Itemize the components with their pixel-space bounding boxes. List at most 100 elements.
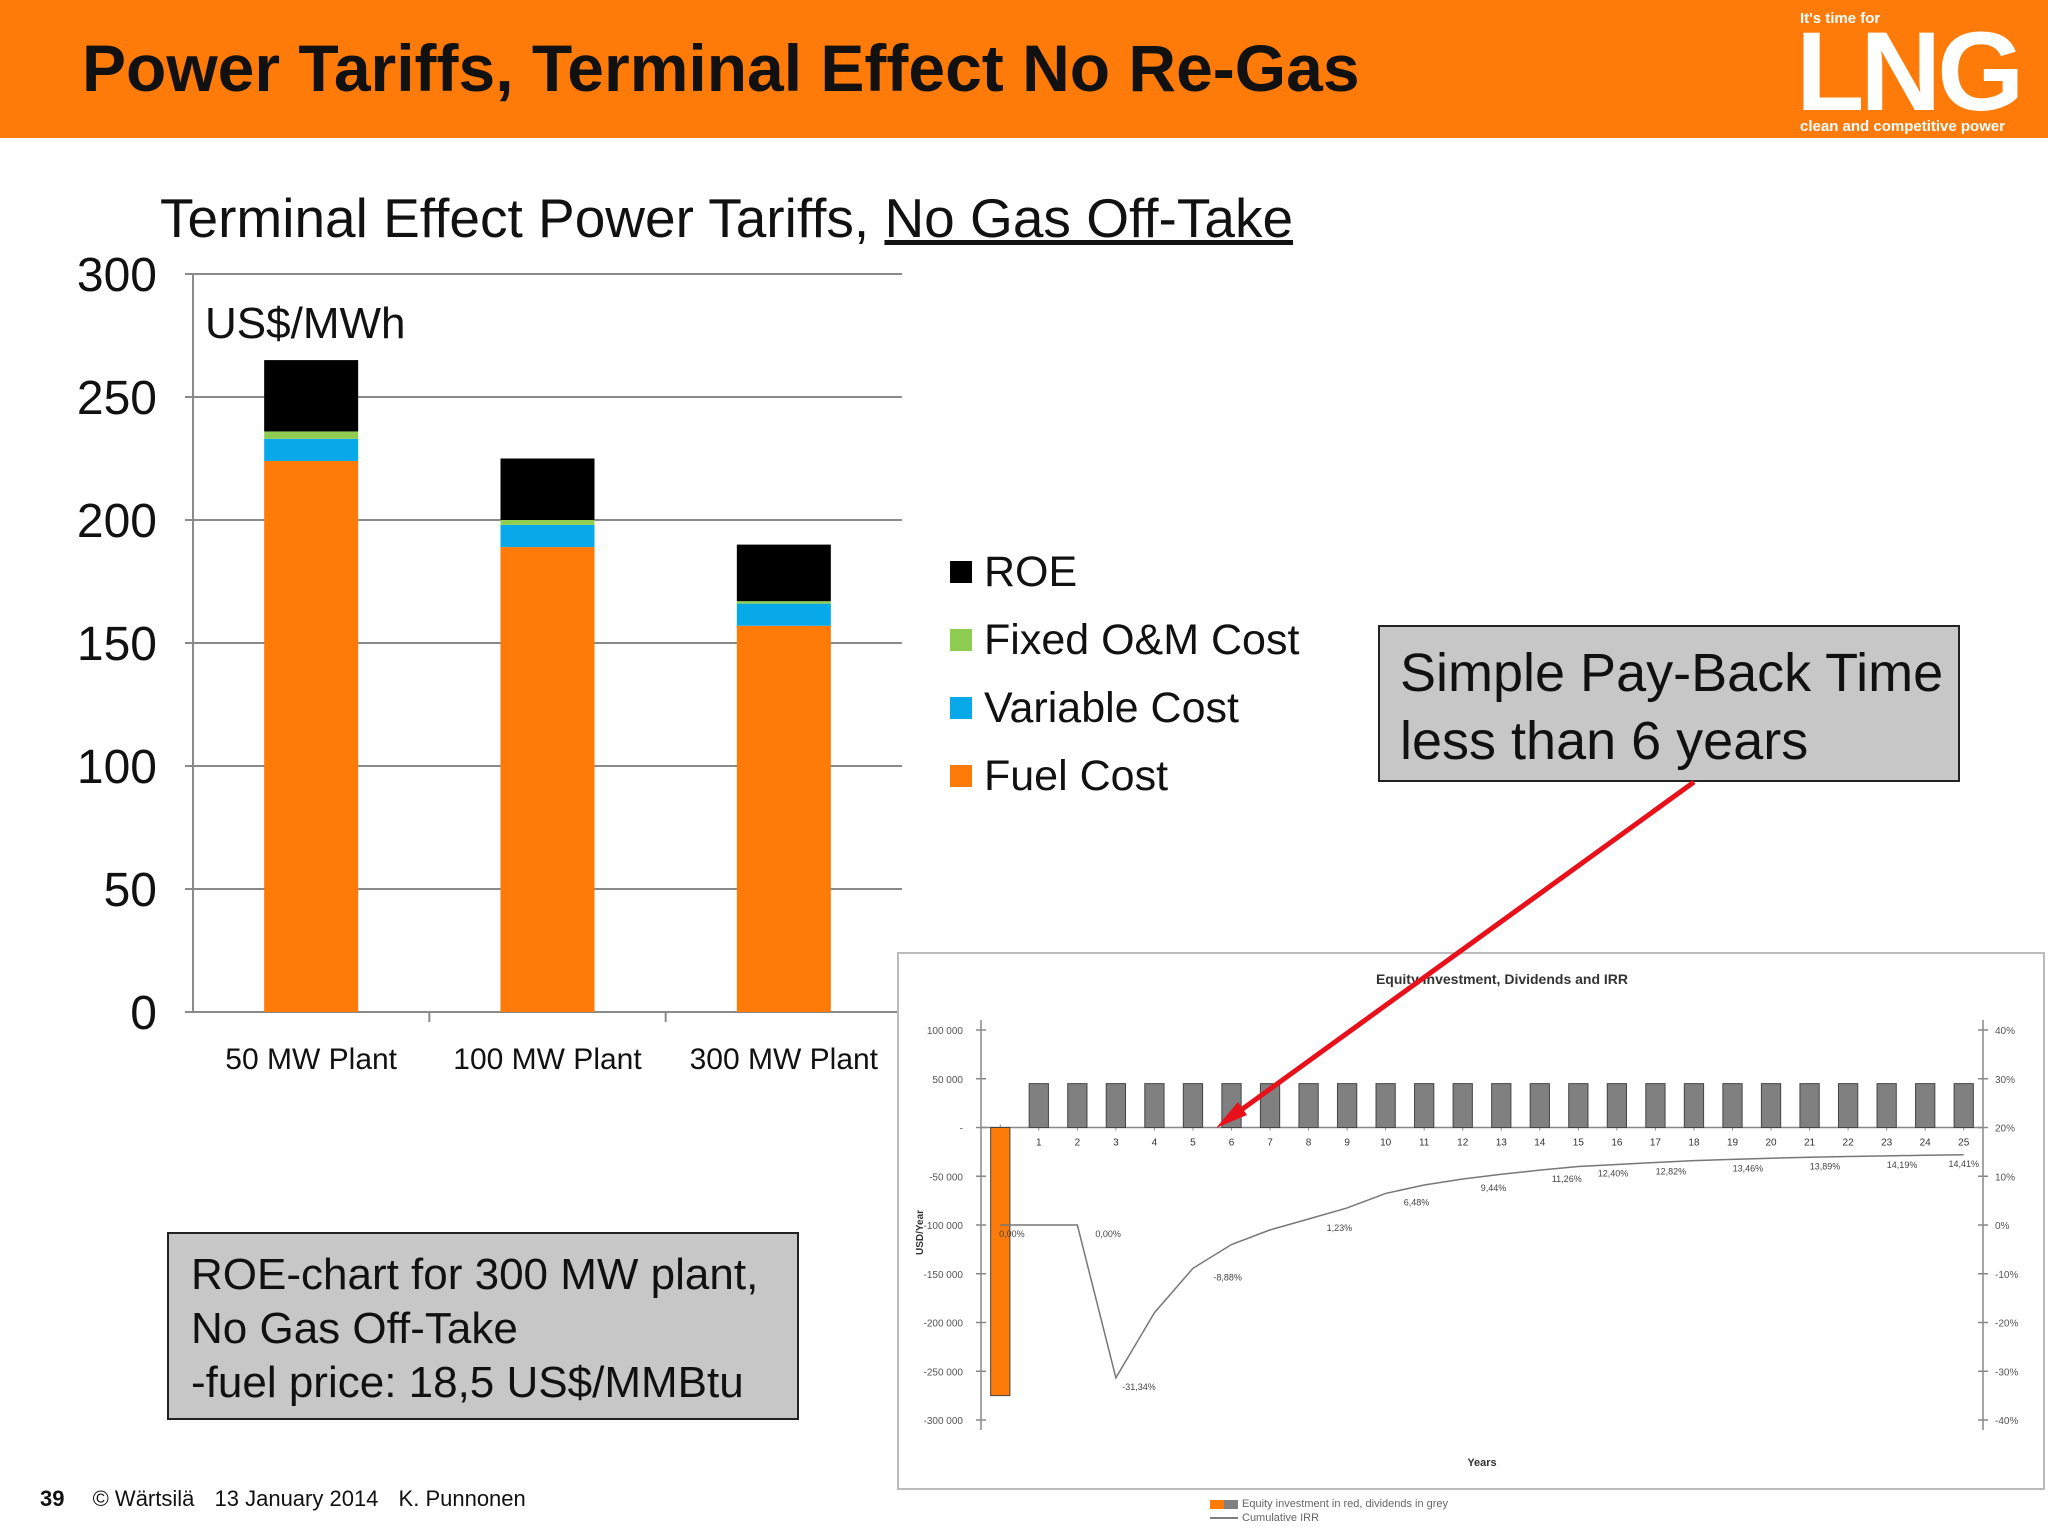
inset-y2-tick-label: -20%: [1995, 1319, 2018, 1330]
dividend-bar: [1067, 1083, 1088, 1128]
legend-label: Variable Cost: [984, 683, 1239, 732]
footer-date: 13 January 2014: [214, 1486, 379, 1511]
inset-x-tick-label: 8: [1306, 1138, 1312, 1149]
dividend-bar: [1414, 1083, 1435, 1128]
bar-segment: [264, 460, 359, 1013]
inset-title: Equity Investment, Dividends and IRR: [1376, 971, 1628, 987]
chart-title: Terminal Effect Power Tariffs, No Gas Of…: [160, 186, 1293, 250]
legend-label: Fuel Cost: [984, 751, 1169, 800]
bar-segment: [264, 438, 359, 461]
irr-data-label: -8,88%: [1213, 1272, 1242, 1282]
y-axis-unit: US$/MWh: [205, 299, 405, 348]
inset-x-tick-label: 17: [1650, 1138, 1662, 1149]
y-tick-label: 200: [77, 495, 157, 548]
footer-copyright: © Wärtsilä: [92, 1486, 195, 1511]
dividend-bar: [1298, 1083, 1319, 1128]
inset-x-tick-label: 25: [1958, 1138, 1970, 1149]
x-tick-label: 50 MW Plant: [225, 1043, 397, 1076]
roe-callout: ROE-chart for 300 MW plant, No Gas Off-T…: [167, 1232, 799, 1420]
inset-y-tick-label: 100 000: [927, 1026, 964, 1037]
inset-x-tick-label: 18: [1688, 1138, 1700, 1149]
inset-x-tick-label: 15: [1573, 1138, 1585, 1149]
payback-callout: Simple Pay-Back Time less than 6 years: [1378, 625, 1960, 782]
irr-data-label: 0,00%: [1095, 1229, 1121, 1239]
inset-x-tick-label: 3: [1113, 1138, 1119, 1149]
inset-y-tick-label: -50 000: [929, 1172, 963, 1183]
bar-segment: [736, 625, 831, 1012]
bar-segment: [500, 458, 595, 520]
dividend-bar: [1336, 1083, 1358, 1128]
irr-data-label: 14,19%: [1887, 1160, 1918, 1170]
bar-segment: [500, 524, 595, 548]
dividend-bar: [1375, 1083, 1396, 1128]
dividend-bar: [1491, 1083, 1512, 1128]
irr-data-label: 11,26%: [1552, 1174, 1582, 1184]
inset-legend-bars: Equity investment in red, dividends in g…: [1210, 1497, 1448, 1511]
dividend-bar: [1028, 1083, 1049, 1128]
dividend-bar: [1529, 1083, 1550, 1128]
legend-item: Fixed O&M Cost: [950, 606, 1299, 674]
irr-data-label: 6,48%: [1404, 1197, 1430, 1207]
y-tick-label: 100: [77, 741, 157, 794]
legend-swatch: [950, 629, 972, 651]
logo-subline: clean and competitive power: [1800, 118, 2006, 135]
inset-x-tick-label: 24: [1920, 1138, 1932, 1149]
dividend-bar: [1144, 1083, 1165, 1128]
inset-x-tick-label: 9: [1344, 1138, 1350, 1149]
inset-x-tick-label: 6: [1229, 1138, 1235, 1149]
inset-x-tick-label: 5: [1190, 1138, 1196, 1149]
legend-label: ROE: [984, 547, 1078, 596]
inset-y2-tick-label: 20%: [1995, 1124, 2015, 1135]
chart-legend: ROE Fixed O&M Cost Variable Cost Fuel Cost: [950, 538, 1299, 810]
header-bar: Power Tariffs, Terminal Effect No Re-Gas…: [0, 0, 2048, 138]
dividend-bar: [1915, 1083, 1936, 1128]
inset-x-tick-label: 14: [1534, 1138, 1546, 1149]
irr-data-label: 12,82%: [1656, 1167, 1687, 1177]
inset-legend-swatch: [1210, 1499, 1238, 1509]
inset-legend-line-swatch: [1210, 1517, 1238, 1519]
dividend-bar: [1452, 1083, 1473, 1128]
inset-x-tick-label: 16: [1611, 1138, 1623, 1149]
inset-legend-bars-label: Equity investment in red, dividends in g…: [1242, 1498, 1449, 1510]
inset-x-tick-label: 13: [1496, 1138, 1508, 1149]
inset-y-tick-label: -150 000: [924, 1270, 964, 1281]
bar-segment: [500, 547, 595, 1012]
irr-line: [1000, 1154, 1964, 1380]
inset-y-tick-label: -300 000: [924, 1416, 964, 1427]
legend-item: Variable Cost: [950, 674, 1299, 742]
legend-swatch: [950, 765, 972, 787]
roe-inset-chart: Equity Investment, Dividends and IRR 100 …: [897, 952, 2045, 1490]
inset-x-tick-label: 1: [1036, 1138, 1042, 1149]
page-number: 39: [40, 1486, 65, 1511]
y-tick-label: 0: [130, 987, 157, 1040]
inset-y-tick-label: -250 000: [924, 1367, 964, 1378]
legend-item: Fuel Cost: [950, 742, 1299, 810]
payback-line-2: less than 6 years: [1400, 711, 1809, 771]
logo-wordmark: LNG: [1796, 9, 2024, 134]
inset-x-tick-label: 11: [1419, 1138, 1430, 1149]
y-tick-label: 250: [77, 372, 157, 425]
equity-bar: [990, 1127, 1011, 1397]
footer-author: K. Punnonen: [398, 1486, 526, 1511]
inset-x-tick-label: 10: [1380, 1138, 1392, 1149]
inset-y2-tick-label: 30%: [1995, 1075, 2015, 1086]
inset-x-tick-label: 7: [1267, 1138, 1273, 1149]
inset-x-tick-label: 19: [1727, 1138, 1739, 1149]
irr-data-label: 0,00%: [999, 1229, 1025, 1239]
inset-x-tick-label: 12: [1457, 1138, 1469, 1149]
roe-callout-line-2: No Gas Off-Take: [191, 1304, 518, 1353]
chart-title-main: Terminal Effect Power Tariffs,: [160, 187, 885, 249]
inset-legend: Equity investment in red, dividends in g…: [1210, 1497, 1448, 1525]
inset-y2-tick-label: 0%: [1995, 1221, 2010, 1232]
inset-y2-tick-label: 40%: [1995, 1026, 2015, 1037]
bar-segment: [500, 520, 595, 525]
inset-y-tick-label: -200 000: [924, 1319, 964, 1330]
bar-segment: [736, 544, 831, 602]
irr-data-label: 12,40%: [1598, 1169, 1629, 1179]
payback-line-1: Simple Pay-Back Time: [1400, 643, 1944, 703]
inset-x-tick-label: 20: [1765, 1138, 1777, 1149]
dividend-bar: [1105, 1083, 1127, 1128]
inset-y2-tick-label: 10%: [1995, 1172, 2015, 1183]
